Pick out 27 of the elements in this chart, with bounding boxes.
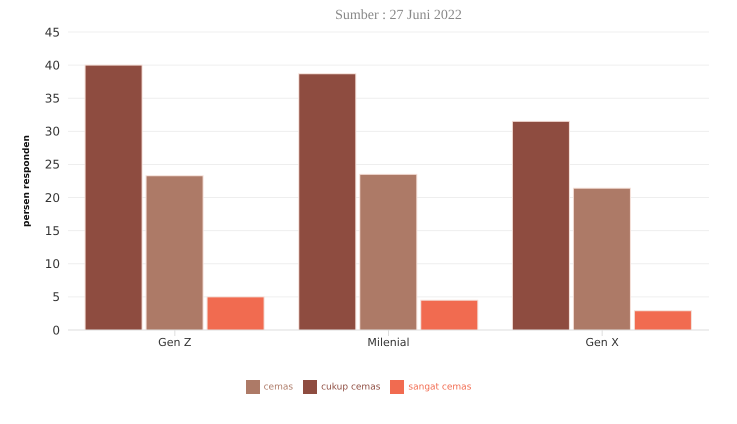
bar xyxy=(512,120,570,330)
bar xyxy=(84,64,143,330)
bar xyxy=(206,296,265,330)
y-axis-title: persen responden xyxy=(22,135,32,227)
bar xyxy=(634,310,692,330)
y-tick-label: 0 xyxy=(52,323,60,338)
x-tick-label: Milenial xyxy=(367,336,410,349)
y-tick-label: 35 xyxy=(44,91,60,106)
legend-label: cukup cemas xyxy=(321,382,380,392)
y-tick-label: 15 xyxy=(44,224,60,238)
x-tick-label: Gen X xyxy=(586,336,620,349)
bar xyxy=(572,188,631,330)
y-tick-label: 25 xyxy=(44,158,60,172)
legend-label: sangat cemas xyxy=(408,382,472,392)
bar xyxy=(359,174,418,330)
chart-subtitle: Sumber : 27 Juni 2022 xyxy=(334,8,463,24)
x-tick-label: Gen Z xyxy=(158,336,192,349)
y-tick-label: 20 xyxy=(44,190,60,205)
y-tick-label: 40 xyxy=(44,58,60,72)
y-tick-label: 10 xyxy=(44,257,60,272)
y-tick-label: 45 xyxy=(44,25,60,40)
y-tick-label: 30 xyxy=(44,124,60,139)
y-tick-label: 5 xyxy=(52,290,60,304)
bar xyxy=(420,300,478,330)
legend-label: cemas xyxy=(264,382,294,392)
bar xyxy=(298,73,356,330)
bar xyxy=(146,175,204,330)
